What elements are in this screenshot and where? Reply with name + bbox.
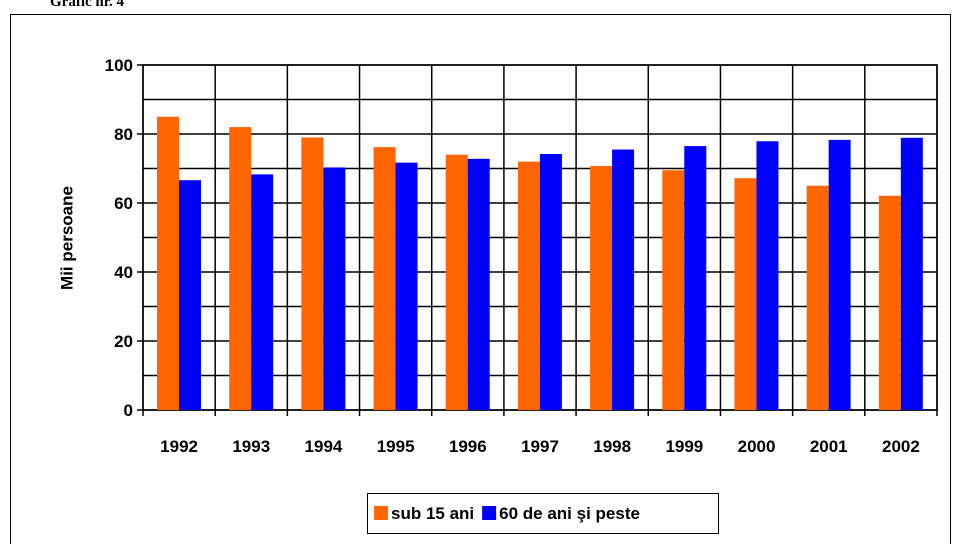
bar — [900, 137, 923, 411]
bar — [590, 166, 613, 410]
bar — [323, 167, 346, 410]
x-tick-label: 1999 — [665, 437, 703, 456]
bar — [395, 162, 418, 410]
y-tick-label: 0 — [124, 401, 133, 420]
bar — [517, 161, 540, 410]
x-tick-label: 2001 — [810, 437, 848, 456]
bar — [828, 139, 851, 411]
legend-label: 60 de ani şi peste — [499, 504, 640, 523]
bar — [251, 174, 274, 410]
x-tick-label: 1996 — [449, 437, 487, 456]
y-tick-label: 40 — [114, 263, 133, 282]
bar — [878, 195, 901, 410]
y-tick-label: 20 — [114, 332, 133, 351]
bar — [734, 178, 757, 410]
x-tick-label: 1993 — [232, 437, 270, 456]
bar — [301, 137, 324, 410]
bar — [806, 185, 829, 410]
bar — [539, 154, 562, 410]
x-tick-label: 1998 — [593, 437, 631, 456]
bar — [373, 147, 396, 411]
x-tick-label: 1995 — [377, 437, 415, 456]
y-tick-label: 100 — [105, 56, 133, 75]
y-tick-label: 80 — [114, 125, 133, 144]
chart-title: Grafic nr. 4 — [50, 0, 125, 10]
x-tick-label: 2000 — [738, 437, 776, 456]
bar — [662, 170, 685, 410]
bar — [756, 141, 779, 410]
bar — [445, 154, 468, 410]
x-tick-label: 1994 — [305, 437, 343, 456]
bar — [684, 146, 707, 410]
bar — [179, 180, 201, 410]
x-tick-label: 2002 — [882, 437, 920, 456]
x-tick-label: 1992 — [160, 437, 198, 456]
bar — [467, 158, 490, 410]
bar — [612, 149, 635, 410]
legend-box — [367, 493, 719, 534]
y-axis-label: Mii persoane — [57, 186, 76, 290]
x-tick-label: 1997 — [521, 437, 559, 456]
legend-swatch — [374, 506, 388, 520]
bar — [229, 127, 252, 410]
legend-label: sub 15 ani — [391, 504, 474, 523]
bar — [157, 116, 179, 410]
legend-swatch — [482, 506, 497, 520]
y-tick-label: 60 — [114, 194, 133, 213]
